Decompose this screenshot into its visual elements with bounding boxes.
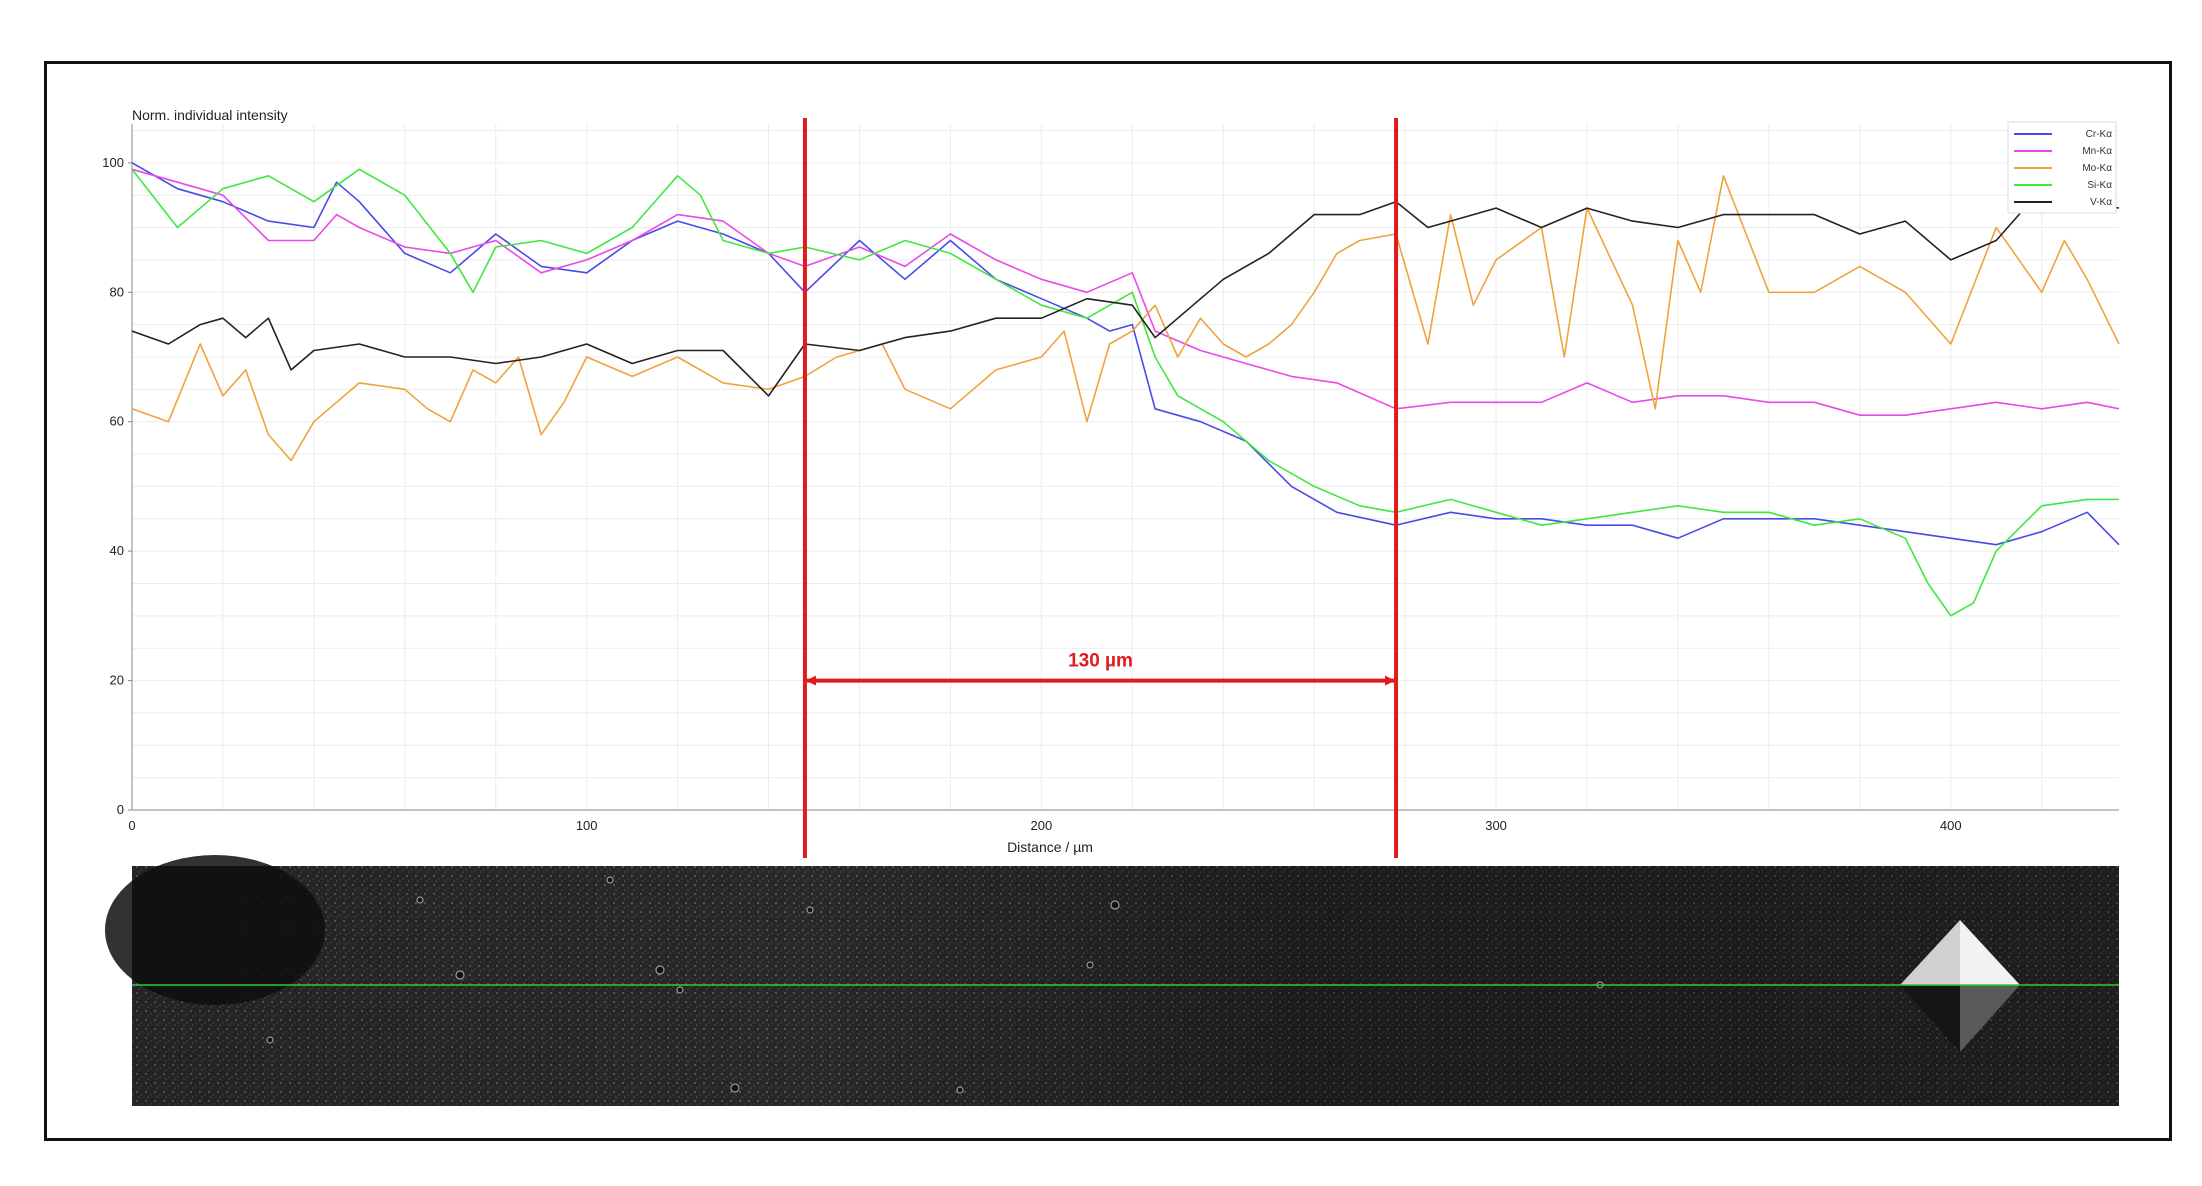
chart-axes — [131, 124, 2119, 811]
x-tick-label: 200 — [1031, 818, 1053, 833]
y-axis-label: Norm. individual intensity — [132, 107, 288, 123]
figure-frame — [44, 61, 2172, 1141]
x-tick-label: 0 — [128, 818, 135, 833]
series-line-cr — [131, 162, 2120, 546]
legend-label: Mo-Kα — [2082, 163, 2112, 174]
legend-label: Cr-Kα — [2086, 129, 2113, 140]
chart-legend: Cr-Kα Mn-Kα Mo-Kα Si-Kα V-Kα — [2007, 121, 2117, 214]
legend-label: Mn-Kα — [2082, 146, 2112, 157]
x-tick-label: 100 — [576, 818, 598, 833]
y-tick-label: 0 — [117, 802, 124, 817]
chart-annotations — [802, 118, 1399, 858]
series-line-mn — [131, 168, 2120, 417]
series-line-v — [131, 181, 2120, 397]
y-tick-label: 80 — [110, 284, 124, 299]
legend-label: V-Kα — [2090, 197, 2112, 208]
series-line-si — [131, 168, 2119, 617]
legend-label: Si-Kα — [2087, 180, 2112, 191]
y-tick-label: 60 — [110, 414, 124, 429]
x-axis-label: Distance / µm — [1007, 839, 1093, 855]
series-line-mo — [131, 175, 2120, 462]
x-tick-label: 300 — [1485, 818, 1507, 833]
x-tick-label: 400 — [1940, 818, 1962, 833]
hardness-indent — [1900, 920, 2020, 1052]
y-tick-label: 20 — [110, 673, 124, 688]
tick-labels: 0 20 40 60 80 100 0 100 200 300 400 — [102, 155, 1961, 833]
chart-series — [131, 162, 2120, 617]
y-tick-label: 40 — [110, 543, 124, 558]
y-tick-label: 100 — [102, 155, 124, 170]
distance-annotation-label: 130 µm — [1068, 651, 1133, 672]
chart-grid — [131, 124, 2119, 811]
sem-micrograph — [105, 855, 2119, 1106]
